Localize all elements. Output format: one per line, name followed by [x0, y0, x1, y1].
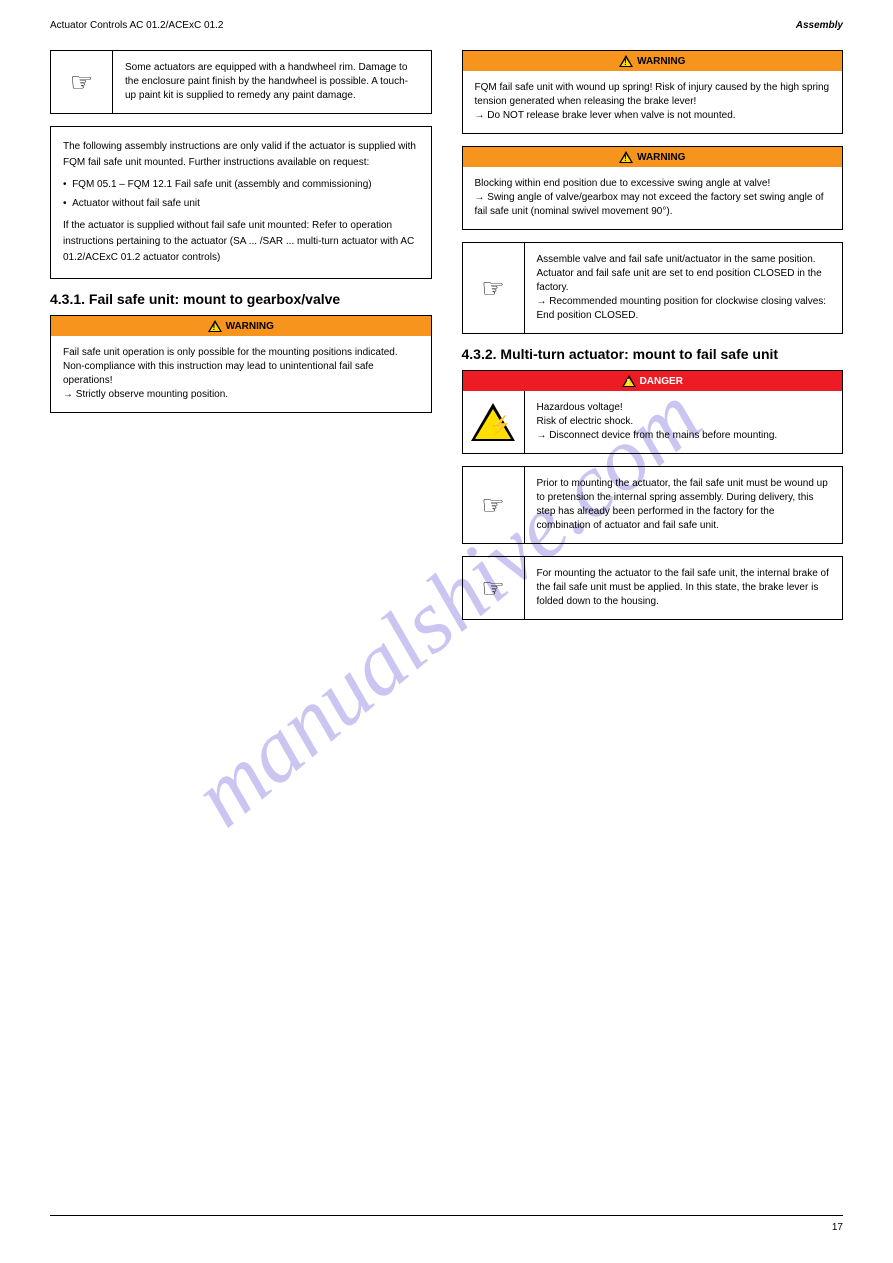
info-box-handwheel: ☞ Some actuators are equipped with a han… [50, 50, 432, 114]
warning-box-swing: ! WARNING Blocking within end position d… [462, 146, 844, 230]
warning-body: FQM fail safe unit with wound up spring!… [463, 71, 843, 133]
note-text: For mounting the actuator to the fail sa… [525, 557, 843, 619]
warning-box-mounting: ! WARNING Fail safe unit operation is on… [50, 315, 432, 413]
note-text: Assemble valve and fail safe unit/actuat… [525, 243, 843, 333]
extra-text: If the actuator is supplied without fail… [63, 218, 419, 266]
page-footer: 17 [50, 1215, 843, 1233]
assembly-instructions-box: The following assembly instructions are … [50, 126, 432, 279]
pointer-icon: ☞ [463, 243, 525, 333]
warning-triangle-icon: ! [619, 151, 633, 163]
page-number: 17 [832, 1222, 843, 1233]
danger-header: ! DANGER [463, 371, 843, 391]
left-column: ☞ Some actuators are equipped with a han… [50, 50, 432, 632]
list-item: Actuator without fail safe unit [63, 196, 419, 212]
note-text: Prior to mounting the actuator, the fail… [525, 467, 843, 543]
warning-body: Fail safe unit operation is only possibl… [51, 336, 431, 412]
warning-label: WARNING [637, 152, 685, 163]
pointer-icon: ☞ [463, 467, 525, 543]
section-heading-431: 4.3.1. Fail safe unit: mount to gearbox/… [50, 291, 432, 307]
section-heading-432: 4.3.2. Multi-turn actuator: mount to fai… [462, 346, 844, 362]
right-column: ! WARNING FQM fail safe unit with wound … [462, 50, 844, 632]
warning-box-spring: ! WARNING FQM fail safe unit with wound … [462, 50, 844, 134]
danger-label: DANGER [640, 376, 683, 387]
danger-box-voltage: ! DANGER ⚡ Hazardous voltage! Risk of el… [462, 370, 844, 454]
warning-label: WARNING [637, 56, 685, 67]
electric-hazard-icon: ⚡ [463, 391, 525, 453]
warning-header: ! WARNING [463, 147, 843, 167]
warning-triangle-icon: ! [619, 55, 633, 67]
warning-triangle-icon: ! [208, 320, 222, 332]
warning-triangle-icon: ! [622, 375, 636, 387]
warning-body: Blocking within end position due to exce… [463, 167, 843, 229]
warning-label: WARNING [226, 321, 274, 332]
warning-header: ! WARNING [463, 51, 843, 71]
list-item: FQM 05.1 – FQM 12.1 Fail safe unit (asse… [63, 177, 419, 193]
pointer-icon: ☞ [463, 557, 525, 619]
note-box-brake: ☞ For mounting the actuator to the fail … [462, 556, 844, 620]
info-text: Some actuators are equipped with a handw… [113, 51, 431, 113]
warning-header: ! WARNING [51, 316, 431, 336]
note-box-pretension: ☞ Prior to mounting the actuator, the fa… [462, 466, 844, 544]
danger-body: Hazardous voltage! Risk of electric shoc… [525, 391, 843, 453]
intro-text: The following assembly instructions are … [63, 139, 419, 171]
note-box-assemble: ☞ Assemble valve and fail safe unit/actu… [462, 242, 844, 334]
page-content: ☞ Some actuators are equipped with a han… [0, 0, 893, 662]
pointer-icon: ☞ [51, 51, 113, 113]
